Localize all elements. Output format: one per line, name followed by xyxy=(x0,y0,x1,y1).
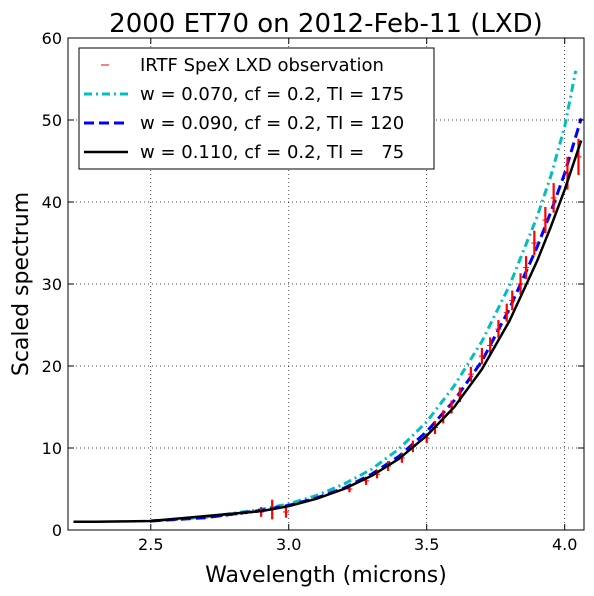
y-tick-label: 10 xyxy=(42,439,62,458)
legend: IRTF SpeX LXD observation w = 0.070, cf =… xyxy=(78,47,435,170)
x-tick-label: 2.5 xyxy=(138,535,163,554)
model-series-line xyxy=(150,70,578,523)
x-tick-label: 4.0 xyxy=(552,535,577,554)
legend-entry-label: w = 0.090, cf = 0.2, TI = 120 xyxy=(140,113,404,134)
legend-frame xyxy=(78,47,435,170)
legend-entry-label: w = 0.070, cf = 0.2, TI = 175 xyxy=(140,84,404,105)
plot-series xyxy=(73,70,583,524)
x-tick-label: 3.0 xyxy=(276,535,301,554)
y-tick-label: 60 xyxy=(42,29,62,48)
x-axis-label: Wavelength (microns) xyxy=(205,563,447,588)
y-tick-label: 30 xyxy=(42,275,62,294)
legend-entry-label: IRTF SpeX LXD observation xyxy=(140,55,384,76)
axis-ticks: 2.5 3.0 3.5 4.0 0 10 20 30 40 50 60 xyxy=(42,29,584,554)
model-series-line xyxy=(73,140,583,524)
y-tick-label: 50 xyxy=(42,111,62,130)
y-tick-label: 40 xyxy=(42,193,62,212)
y-tick-label: 0 xyxy=(52,521,62,540)
x-tick-label: 3.5 xyxy=(414,535,439,554)
y-tick-label: 20 xyxy=(42,357,62,376)
y-axis-label: Scaled spectrum xyxy=(9,192,34,376)
legend-entry-label: w = 0.110, cf = 0.2, TI = 75 xyxy=(140,142,404,163)
chart-title: 2000 ET70 on 2012-Feb-11 (LXD) xyxy=(109,9,543,39)
